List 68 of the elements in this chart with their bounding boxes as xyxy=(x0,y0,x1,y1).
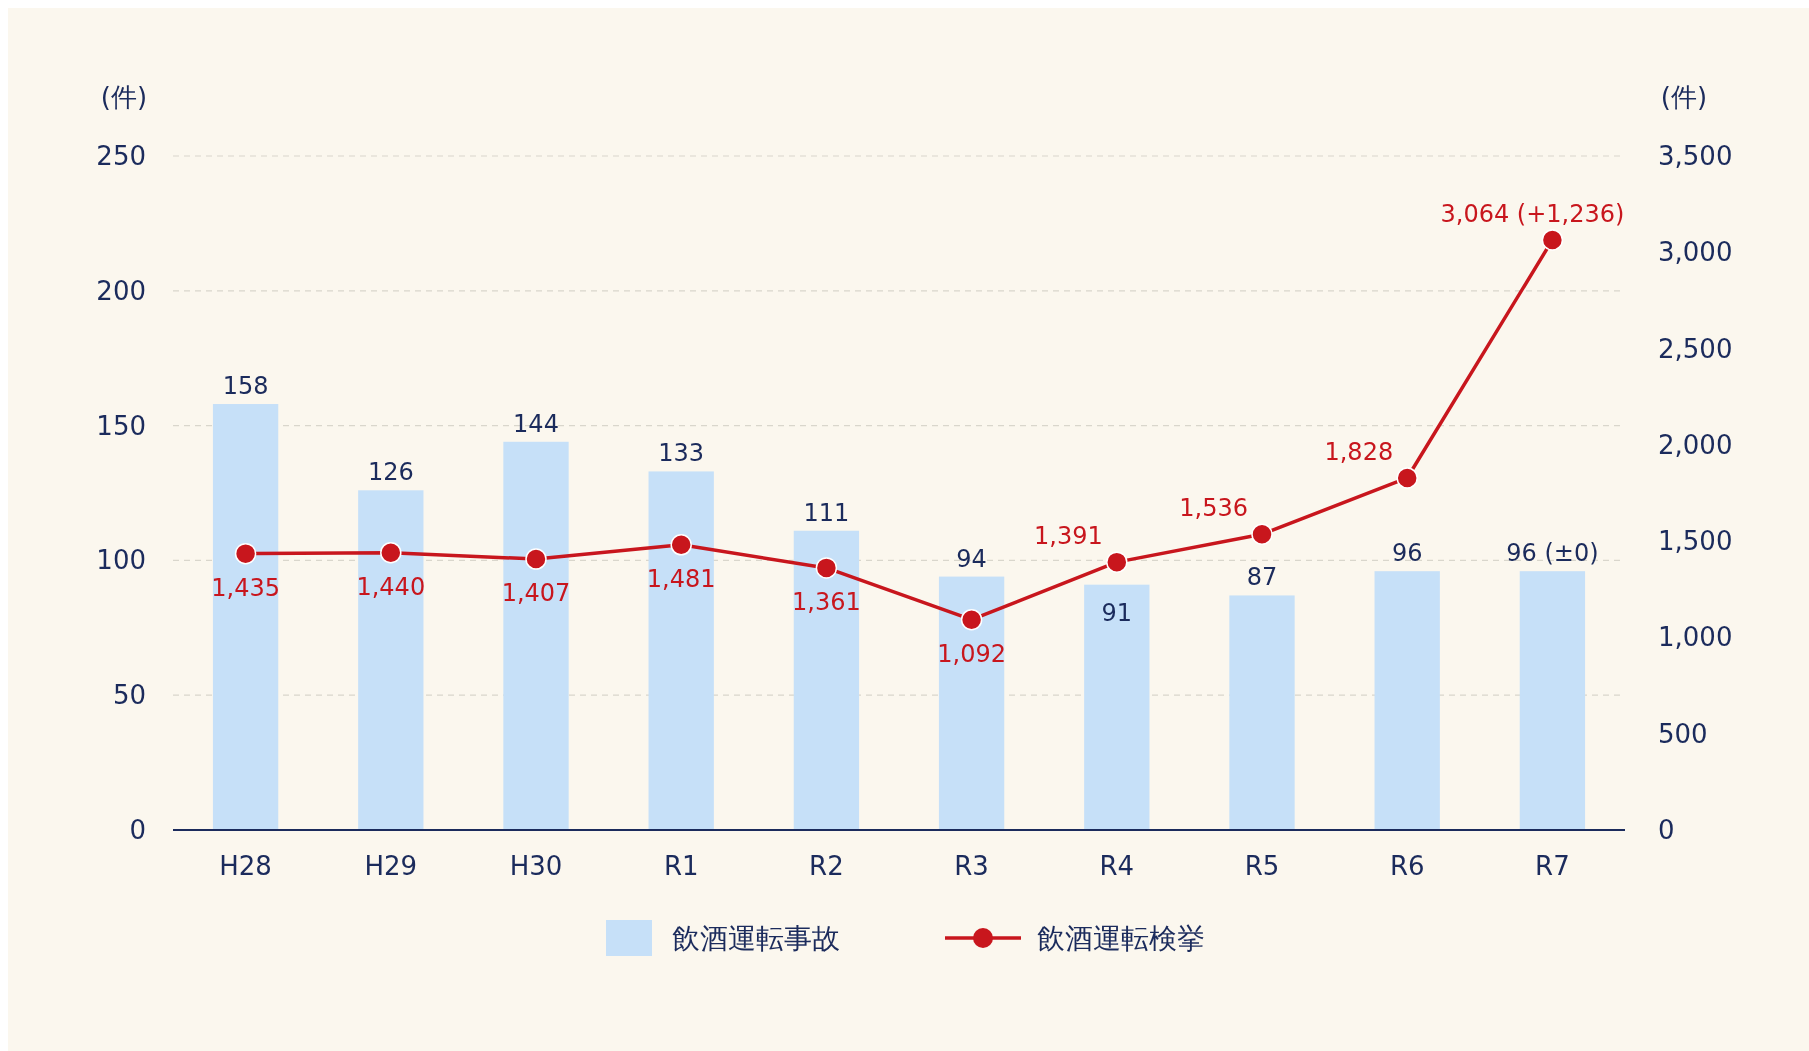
y2-tick-label: 2,000 xyxy=(1658,429,1733,460)
data-label: 87 xyxy=(1246,563,1278,592)
legend-label: 飲酒運転検挙 xyxy=(1037,922,1205,955)
point xyxy=(1396,467,1418,489)
bar xyxy=(1084,584,1150,830)
y-tick-label: 200 xyxy=(96,275,146,306)
y2-tick-label: 500 xyxy=(1658,718,1708,749)
point xyxy=(670,534,692,556)
data-label: 1,828 xyxy=(1324,437,1394,466)
y-tick-label: 250 xyxy=(96,141,146,171)
y-tick-label: 150 xyxy=(96,410,146,441)
data-label: 111 xyxy=(803,498,850,527)
bar xyxy=(358,490,424,830)
data-label: 1,391 xyxy=(1034,522,1103,551)
point xyxy=(380,541,402,564)
y-tick-label: 50 xyxy=(112,680,146,711)
data-label: 1,092 xyxy=(937,639,1006,668)
data-label: 1,536 xyxy=(1179,494,1248,523)
point xyxy=(815,557,838,579)
x-tick-label: H30 xyxy=(509,851,563,881)
bar xyxy=(503,441,569,830)
data-label: 96 (±0) xyxy=(1506,539,1599,568)
y2-tick-label: 1,500 xyxy=(1658,526,1733,557)
y2-tick-label: 0 xyxy=(1658,815,1675,845)
legend-label: 飲酒運転事故 xyxy=(672,922,840,955)
point xyxy=(1541,229,1564,251)
data-label: 158 xyxy=(222,372,269,401)
bar xyxy=(1519,571,1586,830)
x-tick-label: R4 xyxy=(1099,851,1135,881)
bar xyxy=(648,471,714,830)
bar xyxy=(1374,571,1440,830)
y-axis-title: (件) xyxy=(100,82,148,112)
data-label: 94 xyxy=(956,544,987,573)
bar xyxy=(212,404,279,830)
y2-tick-label: 1,000 xyxy=(1658,622,1733,653)
x-tick-label: R2 xyxy=(809,851,844,881)
data-label: 1,361 xyxy=(792,587,861,616)
y2-axis-title: (件) xyxy=(1660,82,1708,112)
bar xyxy=(938,576,1005,830)
x-tick-label: H28 xyxy=(219,851,272,881)
data-label: 91 xyxy=(1101,598,1133,627)
data-label: 144 xyxy=(513,409,559,438)
data-label: 126 xyxy=(367,458,414,487)
data-label: 1,440 xyxy=(356,572,426,601)
y2-tick-label: 2,500 xyxy=(1658,333,1733,364)
data-label: 1,481 xyxy=(646,564,716,593)
x-tick-label: R6 xyxy=(1389,851,1425,881)
point xyxy=(234,542,257,565)
x-tick-label: H29 xyxy=(364,851,418,881)
data-label: 1,435 xyxy=(211,573,280,602)
x-tick-label: R3 xyxy=(954,851,989,881)
bar xyxy=(793,530,860,830)
data-label: 3,064 (+1,236) xyxy=(1440,199,1625,228)
point xyxy=(525,548,547,570)
point xyxy=(1106,551,1128,573)
x-tick-label: R1 xyxy=(663,851,699,881)
y-tick-label: 0 xyxy=(129,815,146,845)
y2-tick-label: 3,500 xyxy=(1658,141,1733,171)
y2-tick-label: 3,000 xyxy=(1658,237,1733,268)
data-label: 1,407 xyxy=(501,579,571,608)
y-tick-label: 100 xyxy=(96,545,146,576)
x-tick-label: R7 xyxy=(1535,851,1570,881)
x-tick-label: R5 xyxy=(1244,851,1280,881)
bar xyxy=(1229,595,1295,830)
point xyxy=(960,608,983,631)
point xyxy=(1251,523,1273,545)
data-label: 96 xyxy=(1391,539,1423,568)
data-label: 133 xyxy=(658,439,705,468)
